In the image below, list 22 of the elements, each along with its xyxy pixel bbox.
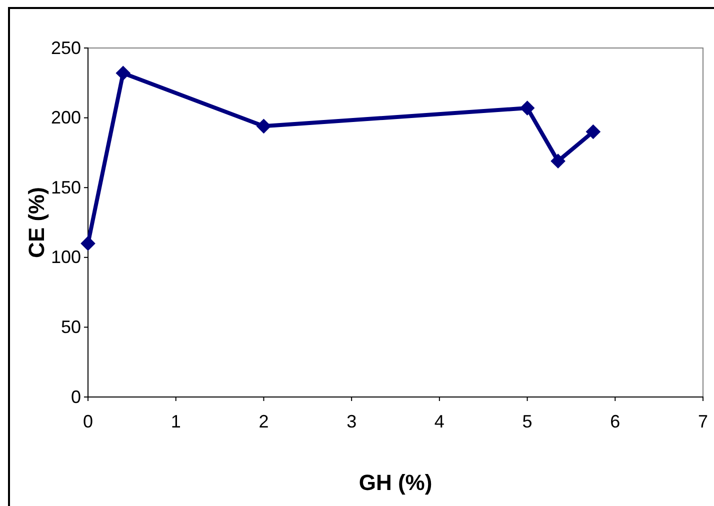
point — [256, 118, 272, 134]
y-tick-label: 100 — [50, 247, 81, 268]
y-tick-label: 0 — [70, 386, 81, 407]
point — [80, 236, 96, 251]
x-tick-label: 7 — [698, 411, 708, 432]
x-axis-title: GH (%) — [358, 470, 432, 495]
point — [116, 66, 131, 81]
y-tick-label: 200 — [50, 108, 81, 128]
y-axis-title: CE (%) — [24, 187, 49, 258]
x-tick-label: 1 — [170, 411, 181, 432]
x-tick-label: 3 — [346, 411, 357, 432]
x-tick-label: 4 — [434, 411, 444, 432]
x-tick-label: 2 — [258, 411, 269, 432]
y-tick-label: 150 — [50, 177, 81, 198]
x-tick-label: 0 — [82, 411, 94, 432]
y-tick-label: 50 — [60, 316, 81, 337]
x-tick-label: 6 — [610, 411, 620, 432]
x-tick-label: 5 — [522, 411, 532, 432]
y-tick-label: 250 — [50, 38, 81, 58]
point — [520, 100, 535, 116]
point — [586, 124, 601, 140]
point — [550, 154, 566, 168]
